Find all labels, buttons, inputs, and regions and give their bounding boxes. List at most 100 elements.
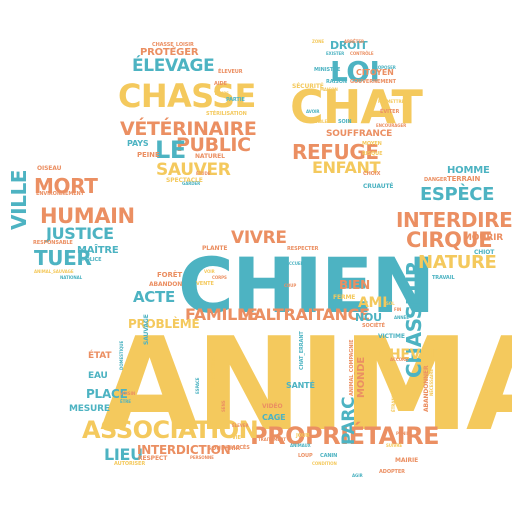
- cloud-word--leveur: ÉLEVEUR: [218, 69, 243, 75]
- cloud-word-animal-sauvage: ANIMAL_SAUVAGE: [34, 269, 74, 274]
- cloud-word-responsable: RESPONSABLE: [33, 240, 73, 246]
- cloud-word-acc-s: ACCÈS: [232, 445, 250, 451]
- cloud-word-association: ASSOCIATION: [82, 416, 259, 444]
- cloud-word-vente: VENTE: [196, 281, 214, 287]
- cloud-word-famille: FAMILLE: [185, 305, 258, 324]
- cloud-word-nature: NATURE: [418, 252, 497, 273]
- cloud-word-sol: SOL: [386, 301, 395, 306]
- cloud-word-tuer: TUER: [34, 246, 92, 270]
- cloud-word-choix: CHOIX: [363, 171, 381, 177]
- cloud-word-avoir: AVOIR: [306, 109, 320, 114]
- cloud-word-le: LE: [155, 136, 186, 164]
- cloud-word-plante: PLANTE: [202, 245, 228, 252]
- cloud-word-voisin: VOISIN: [120, 391, 136, 396]
- cloud-word-citoyen: CITOYEN: [356, 68, 394, 77]
- cloud-word-for-t: FORÊT: [157, 271, 182, 279]
- cloud-word-traitement: TRAITEMENT: [258, 437, 286, 442]
- cloud-word-danger: DANGER: [424, 177, 447, 183]
- cloud-word-coup: COUP: [284, 283, 297, 288]
- cloud-word-ville: VILLE: [7, 169, 31, 230]
- cloud-word-arr-ter: ARRÊTER: [344, 39, 364, 44]
- cloud-word-zone: ZONE: [312, 39, 325, 44]
- cloud-word-ma-tre: MAÎTRE: [77, 245, 119, 256]
- cloud-word-souffrir: SOUFFRIR: [207, 445, 241, 452]
- cloud-word-mesure: MESURE: [69, 404, 110, 414]
- cloud-word-s-curit-: SÉCURITÉ: [292, 83, 324, 90]
- cloud-word-spectacle: SPECTACLE: [166, 177, 203, 184]
- cloud-word-oiseau: OISEAU: [37, 165, 62, 172]
- cloud-word-environnement: ENVIRONNEMENT: [36, 191, 84, 197]
- cloud-word-autoriser: AUTORISER: [114, 461, 146, 467]
- cloud-word-humain: HUMAIN: [40, 204, 135, 228]
- cloud-word-loup: LOUP: [298, 453, 313, 459]
- cloud-word-national: NATIONAL: [60, 275, 83, 280]
- cloud-word-permettre: PERMETTRE: [378, 99, 405, 104]
- cloud-word--tat: ÉTAT: [88, 351, 112, 361]
- cloud-word-domestique: DOMESTIQUE: [119, 340, 124, 370]
- cloud-word-voir: VOIR: [204, 269, 215, 274]
- cloud-word-ferme: FERME: [333, 294, 356, 301]
- cloud-word-vie: VIE: [232, 435, 241, 441]
- cloud-word-homme: HOMME: [447, 165, 490, 176]
- cloud-word-accord: ACCORD: [390, 357, 409, 362]
- cloud-word-cirque: CIRQUE: [406, 228, 493, 252]
- cloud-word-droit: DROIT: [330, 39, 368, 52]
- cloud-word-encourager: ENCOURAGER: [376, 123, 407, 128]
- cloud-word-proposer: PROPOSER: [372, 65, 396, 70]
- cloud-word-ami: AMI: [358, 295, 388, 311]
- cloud-word-corps: CORPS: [212, 275, 227, 280]
- cloud-word-cruaut-: CRUAUTÉ: [363, 183, 394, 190]
- cloud-word-canin: CANIN: [320, 453, 338, 459]
- cloud-word-suivre: SUIVRE: [386, 443, 403, 448]
- cloud-word-bien: BIEN: [339, 278, 370, 292]
- cloud-word-sant-: SANTÉ: [286, 381, 315, 390]
- cloud-word--tre: ÊTRE: [120, 399, 131, 404]
- cloud-word-fin: FIN: [394, 307, 402, 312]
- cloud-word-chat: CHAT: [290, 80, 423, 134]
- cloud-word-risque: RISQUE: [362, 151, 383, 157]
- cloud-word-maison: MAISON: [320, 87, 338, 92]
- cloud-word-adopter: ADOPTER: [379, 469, 405, 475]
- cloud-word-refuge: REFUGE: [292, 140, 379, 164]
- cloud-word-abandon: ABANDON: [149, 281, 183, 288]
- cloud-word-ministre: MINISTRE: [314, 67, 341, 73]
- cloud-word-aide: AIDE: [214, 81, 227, 87]
- cloud-word-chasse-loisir: CHASSE_LOISIR: [152, 42, 194, 48]
- cloud-word-eau: EAU: [88, 371, 108, 381]
- cloud-word-police: POLICE: [82, 257, 102, 263]
- cloud-word-justice: JUSTICE: [46, 224, 114, 243]
- cloud-word-soci-t-: SOCIÉTÉ: [362, 323, 385, 329]
- cloud-word-souffrance: SOUFFRANCE: [326, 129, 393, 139]
- cloud-word-interdiction: INTERDICTION: [137, 443, 231, 457]
- cloud-word-espace: ESPACE: [195, 377, 200, 394]
- cloud-word-probl-me: PROBLÈME: [128, 317, 200, 331]
- cloud-word-prot-ger: PROTÉGER: [140, 47, 199, 58]
- cloud-word-mourir: MOURIR: [463, 233, 504, 243]
- cloud-word-garder: GARDER: [182, 181, 201, 186]
- cloud-word-enfant: ENFANT: [312, 158, 381, 177]
- cloud-word-raison: RAISON: [326, 79, 348, 85]
- cloud-word-animal: ANIMAL: [100, 311, 512, 460]
- cloud-word-accueil: ACCUEIL: [286, 261, 305, 266]
- cloud-word-temps: TEMPS: [214, 91, 229, 96]
- cloud-word-propri-taire: PROPRIÉTAIRE: [250, 422, 439, 450]
- cloud-word-mairie: MAIRIE: [395, 457, 419, 464]
- cloud-word-public: PUBLIC: [176, 134, 251, 156]
- cloud-word-terrain: TERRAIN: [447, 175, 481, 183]
- cloud-word-sens: SENS: [221, 400, 226, 412]
- cloud-word-respecter: RESPECTER: [287, 246, 319, 252]
- cloud-word-sauvage: SAUVAGE: [143, 314, 150, 345]
- cloud-word-soin: SOIN: [338, 119, 352, 125]
- cloud-word-place: PLACE: [86, 387, 128, 401]
- cloud-word-ann-e: ANNÉE: [394, 315, 409, 320]
- cloud-word-st-rilisation: STÉRILISATION: [206, 111, 247, 117]
- cloud-word-mort: MORT: [34, 174, 98, 198]
- cloud-word-esp-ce: ESPÈCE: [420, 184, 495, 205]
- cloud-word-naturel: NATUREL: [195, 153, 225, 160]
- cloud-word-cage: CAGE: [262, 413, 286, 422]
- cloud-word-agir: AGIR: [352, 473, 363, 478]
- cloud-word-vid-o: VIDÉO: [262, 403, 283, 410]
- cloud-word-nou: NOU: [355, 311, 382, 324]
- cloud-word-chien: CHIEN: [178, 241, 435, 330]
